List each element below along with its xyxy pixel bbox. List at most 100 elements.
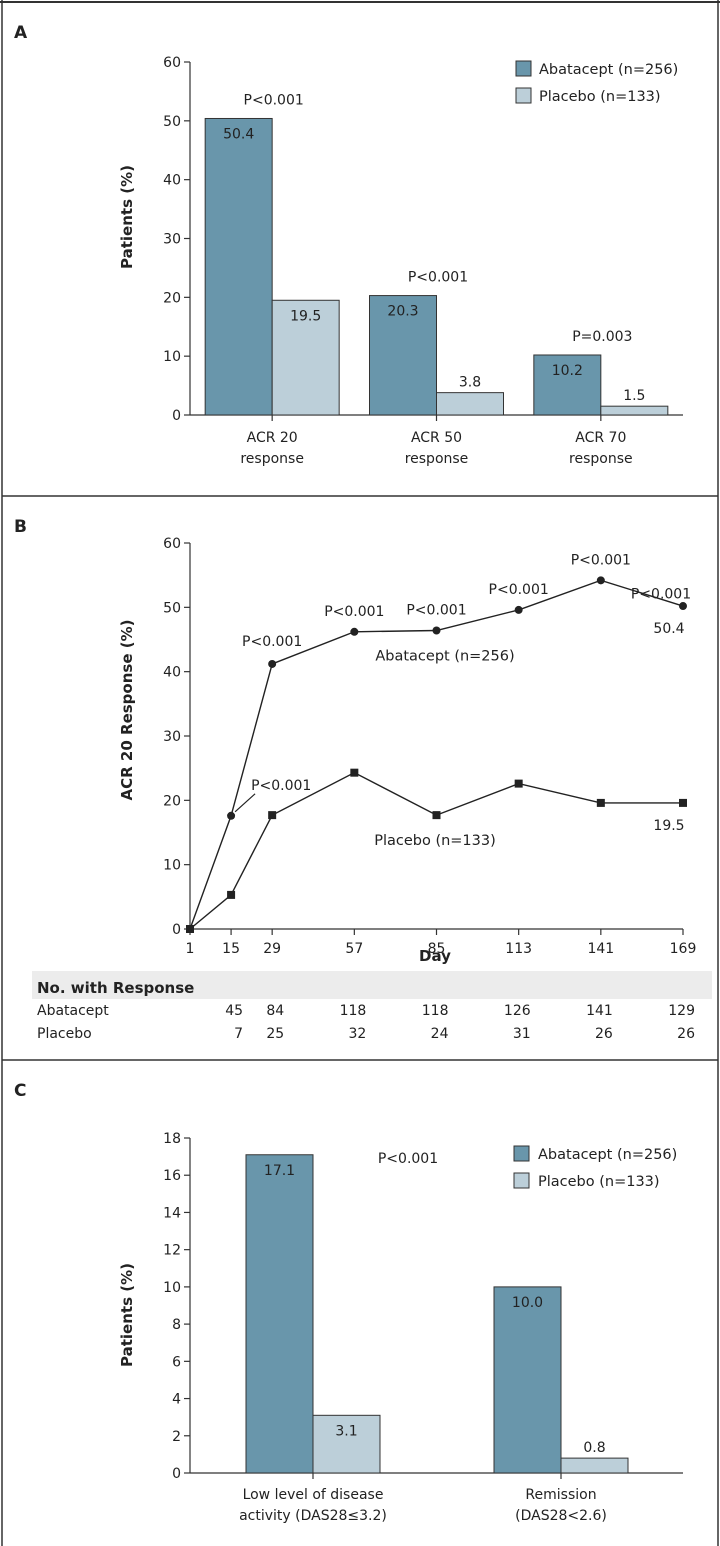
panel-c-y-tick-label: 14 (163, 1205, 181, 1221)
placebo-point (679, 798, 687, 807)
bar-placebo (436, 392, 504, 416)
legend-swatch-abatacept (515, 60, 532, 77)
panel-c-y-tick-label: 8 (172, 1317, 181, 1333)
bar-abatacept (493, 1286, 562, 1474)
panel-c-category-label: activity (DAS28≤3.2) (239, 1508, 387, 1524)
panel-b-x-tick-label: 29 (263, 941, 281, 957)
panel-c-category-label: Low level of disease (243, 1487, 384, 1503)
response-table-shade-row (32, 971, 712, 999)
bar-value-label: 0.8 (583, 1440, 605, 1456)
panel-a-y-tick-label: 0 (172, 408, 181, 424)
panel-b-x-axis-label: Day (419, 947, 451, 965)
bar-placebo (271, 299, 340, 416)
bar-abatacept (369, 295, 437, 416)
placebo-point (268, 811, 277, 820)
response-table-row-label: Placebo (37, 1026, 92, 1042)
panel-b-x-tick-label: 1 (186, 941, 195, 957)
panel-c-y-tick-label: 10 (163, 1280, 181, 1296)
legend-swatch-placebo (515, 87, 532, 104)
bar-placebo (560, 1457, 629, 1474)
panel-b-letter: B (14, 517, 27, 537)
panel-c-bars: 17.1 3.1 10.0 0.8 (245, 1154, 629, 1474)
panel-a: A Patients (%) 0 10 20 30 40 50 60 ACR 20 respon… (14, 23, 683, 467)
panel-a-category-label: response (405, 451, 469, 467)
bar-abatacept (204, 117, 273, 416)
panel-b-lines: Abatacept (n=256) Placebo (n=133) 50.4 19.5… (186, 552, 691, 933)
legend-swatch-abatacept (513, 1145, 530, 1162)
response-table-cell: 118 (340, 1003, 367, 1019)
response-table-cell: 45 (225, 1003, 243, 1019)
panel-c-y-tick-label: 2 (172, 1429, 181, 1445)
bar-value-label: 19.5 (290, 308, 321, 324)
legend-label-placebo: Placebo (n=133) (538, 1174, 660, 1190)
bar-value-label: 10.0 (512, 1295, 543, 1311)
bar-abatacept (245, 1154, 314, 1474)
abatacept-point (268, 659, 277, 668)
response-table-cell: 31 (513, 1026, 531, 1042)
p-value-label: P<0.001 (324, 604, 384, 620)
bar-value-label: 1.5 (623, 388, 645, 404)
panel-b-axes: 0 10 20 30 40 50 60 1 15 29 57 85 113 141 169 (163, 536, 696, 957)
p-value-label: P<0.001 (242, 634, 302, 650)
p-value-label: P<0.001 (631, 586, 691, 602)
abatacept-end-label: 50.4 (653, 621, 684, 637)
panel-b-y-tick-label: 60 (163, 536, 181, 552)
panel-a-legend: Abatacept (n=256) Placebo (n=133) (515, 60, 678, 105)
panel-c-y-tick-label: 18 (163, 1131, 181, 1147)
panel-b-y-tick-label: 50 (163, 600, 181, 616)
bar-value-label: 17.1 (264, 1163, 295, 1179)
panel-a-bars: 50.4 19.5 P<0.001 20.3 3.8 P<0.001 10.2 1.5 P=0.… (204, 92, 669, 416)
panel-a-y-tick-label: 30 (163, 232, 181, 248)
panel-b-x-tick-label: 113 (505, 941, 532, 957)
p-value-label: P=0.003 (572, 329, 632, 345)
placebo-point (186, 925, 194, 933)
response-table-cell: 26 (595, 1026, 613, 1042)
panel-c-y-tick-label: 16 (163, 1168, 181, 1184)
response-table-cell: 84 (266, 1003, 284, 1019)
abatacept-point (227, 811, 236, 820)
response-table-cell: 24 (431, 1026, 449, 1042)
abatacept-point (432, 626, 441, 635)
placebo-series-label: Placebo (n=133) (374, 833, 496, 849)
placebo-point (432, 811, 441, 820)
panel-a-category-label: ACR 50 (411, 430, 462, 446)
panel-b-x-tick-label: 141 (587, 941, 614, 957)
bar-placebo (600, 405, 669, 416)
panel-c-y-tick-label: 4 (172, 1392, 181, 1408)
bar-value-label: 10.2 (552, 363, 583, 379)
bar-abatacept (533, 354, 602, 416)
panel-b-x-tick-label: 169 (670, 941, 697, 957)
panel-b: B ACR 20 Response (%) Day 0 10 20 30 40 50 60 1… (14, 517, 712, 1042)
p-value-label: P<0.001 (571, 552, 631, 568)
panel-b-y-axis-label: ACR 20 Response (%) (118, 620, 136, 801)
response-table-cell: 141 (586, 1003, 613, 1019)
panel-b-y-tick-label: 10 (163, 858, 181, 874)
bar-value-label: 3.8 (459, 375, 481, 391)
placebo-point (514, 779, 523, 788)
bar-value-label: 20.3 (387, 304, 418, 320)
p-value-label: P<0.001 (244, 92, 304, 108)
placebo-end-label: 19.5 (653, 818, 684, 834)
panel-a-category-label: response (240, 451, 304, 467)
panel-a-y-axis-label: Patients (%) (118, 165, 136, 269)
bar-value-label: 50.4 (223, 126, 254, 142)
panel-c-letter: C (14, 1081, 26, 1101)
response-table: No. with Response Abatacept Placebo 45 84… (32, 971, 712, 1042)
response-table-cell: 7 (234, 1026, 243, 1042)
abatacept-point (514, 605, 523, 614)
legend-label-abatacept: Abatacept (n=256) (538, 1147, 677, 1163)
legend-label-abatacept: Abatacept (n=256) (539, 62, 678, 78)
panel-b-y-tick-label: 40 (163, 665, 181, 681)
response-table-row-label: Abatacept (37, 1003, 109, 1019)
abatacept-point (679, 602, 687, 611)
abatacept-point (350, 627, 359, 636)
p-value-pointer (234, 793, 256, 813)
bar-value-label: 3.1 (335, 1423, 357, 1439)
panel-b-x-tick-label: 57 (345, 941, 363, 957)
response-table-cell: 129 (668, 1003, 695, 1019)
p-value-label: P<0.001 (406, 602, 466, 618)
placebo-point (350, 768, 359, 777)
panel-a-category-label: ACR 20 (247, 430, 298, 446)
response-table-cell: 25 (266, 1026, 284, 1042)
